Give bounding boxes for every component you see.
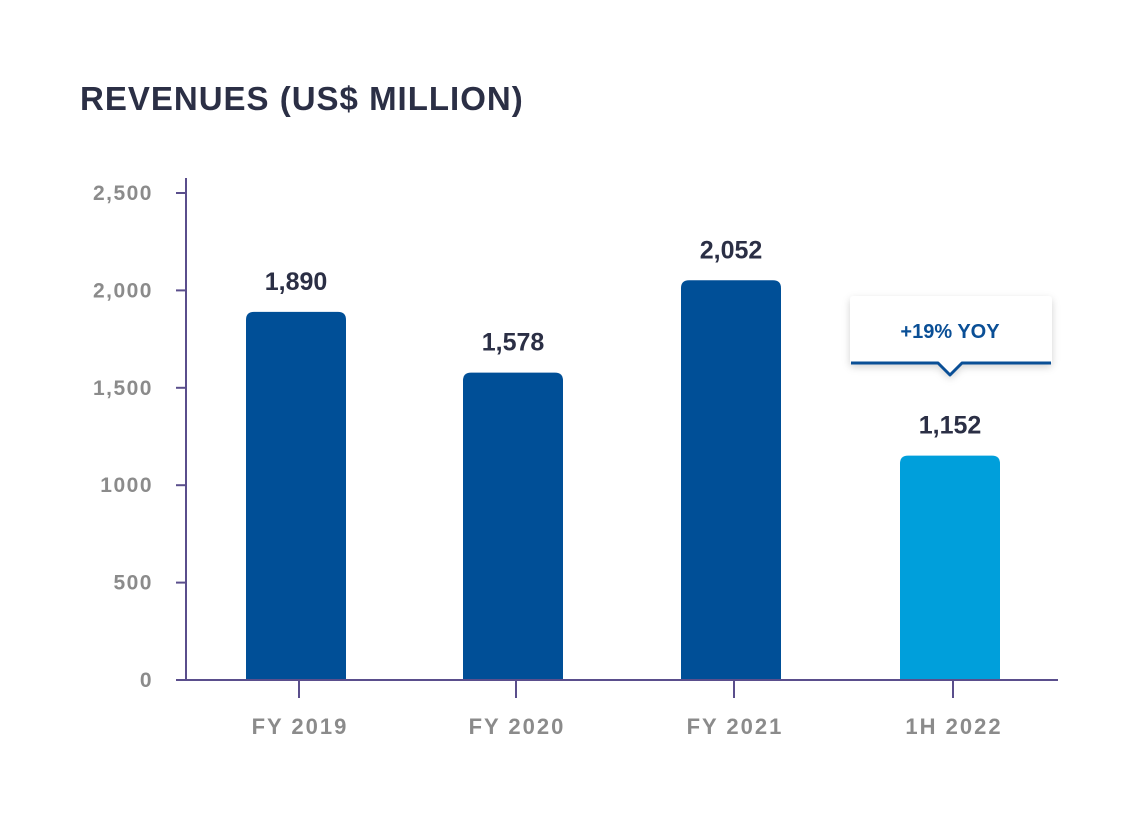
callout-accent-line: [851, 361, 1051, 377]
bar-value-label: 1,578: [482, 329, 545, 357]
chart-title: REVENUES (US$ MILLION): [80, 80, 524, 117]
bar-value-label: 1,152: [919, 412, 982, 440]
x-tick-label: FY 2020: [469, 714, 566, 739]
bar: [246, 311, 346, 680]
callout-box: [850, 296, 1052, 376]
bar: [681, 280, 781, 680]
y-tick-label: 0: [140, 669, 153, 692]
y-tick-label: 1000: [100, 474, 153, 497]
y-tick-label: 500: [113, 572, 153, 595]
x-tick-label: FY 2021: [687, 714, 784, 739]
bar: [463, 372, 563, 680]
bar-value-label: 2,052: [700, 236, 763, 264]
axes: [185, 178, 1058, 681]
value-labels: 1,890 1,578 2,052 1,152: [265, 236, 982, 439]
x-axis-ticks: FY 2019 FY 2020 FY 2021 1H 2022: [252, 680, 1002, 739]
annotation: +19% YOY: [850, 296, 1052, 377]
bars: [246, 280, 1000, 680]
x-tick-label: FY 2019: [252, 714, 349, 739]
x-tick-label: 1H 2022: [905, 714, 1002, 739]
y-tick-label: 2,000: [93, 279, 153, 302]
callout-label: +19% YOY: [900, 321, 1000, 343]
y-tick-label: 2,500: [93, 182, 153, 205]
bar: [900, 455, 1000, 680]
y-tick-label: 1,500: [93, 377, 153, 400]
bar-value-label: 1,890: [265, 268, 328, 296]
y-axis-ticks: 0 500 1000 1,500 2,000 2,500: [93, 182, 186, 692]
